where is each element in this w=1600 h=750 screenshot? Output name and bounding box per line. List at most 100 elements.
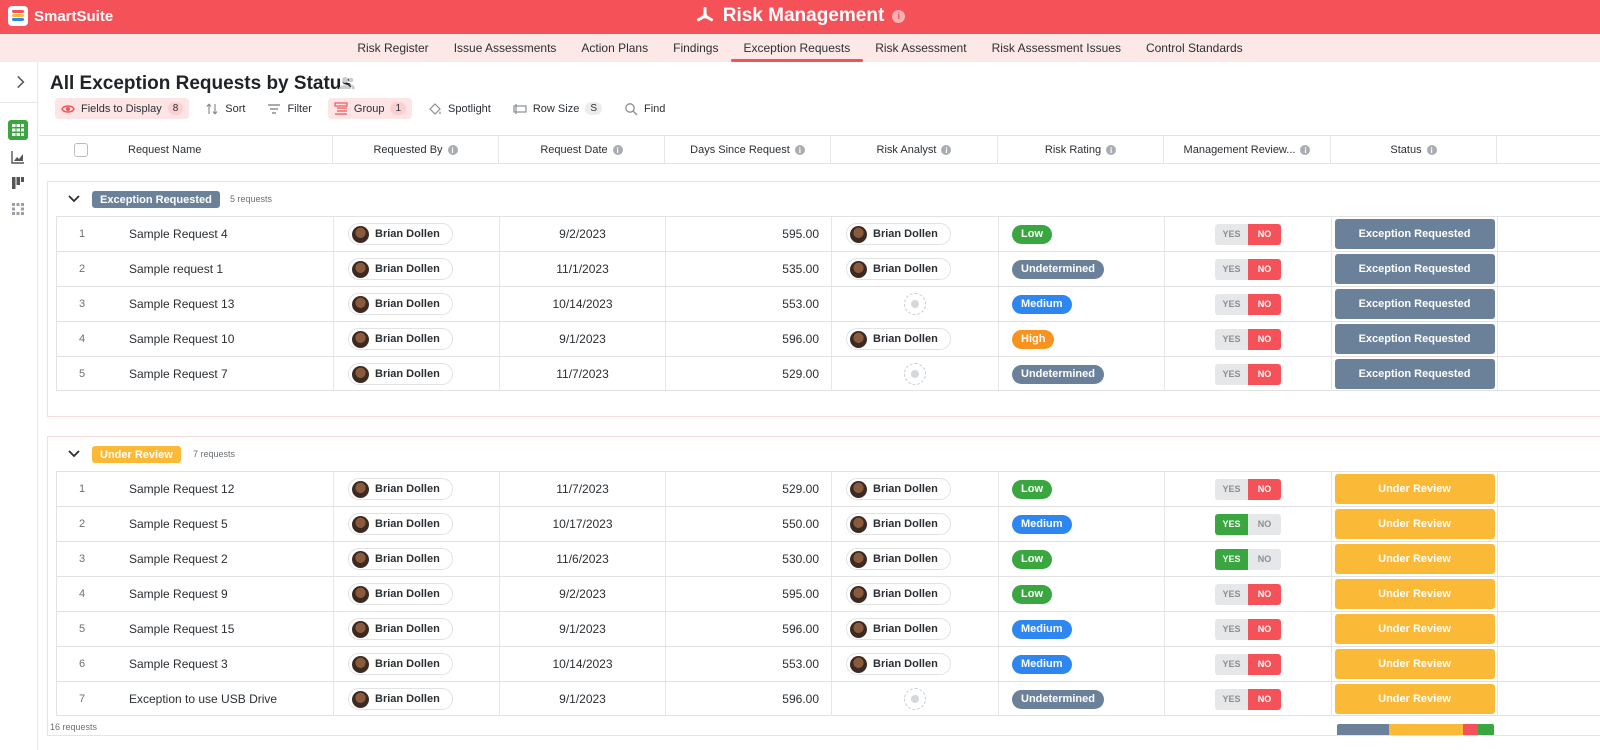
info-icon[interactable]: i [447, 145, 458, 155]
user-chip[interactable]: Brian Dollen [846, 478, 951, 500]
table-row[interactable]: 6 Sample Request 3 Brian Dollen 10/14/2023 5… [56, 646, 1600, 681]
table-row[interactable]: 2 Sample Request 5 Brian Dollen 10/17/2023 5… [56, 506, 1600, 541]
brand[interactable]: SmartSuite [8, 6, 113, 26]
yes-no-toggle[interactable]: YES NO [1215, 583, 1281, 605]
nav-tab-risk-assessment-issues[interactable]: Risk Assessment Issues [991, 41, 1121, 55]
risk-rating-cell[interactable]: Low [999, 472, 1165, 506]
days-since-request-cell[interactable]: 596.00 [666, 322, 832, 356]
sort-button[interactable]: Sort [199, 98, 251, 119]
no-option[interactable]: NO [1248, 293, 1281, 315]
request-name-cell[interactable]: Sample Request 10 [107, 322, 334, 356]
request-name-cell[interactable]: Sample Request 3 [107, 647, 334, 681]
yes-option[interactable]: YES [1215, 328, 1248, 350]
status-cell[interactable]: Under Review [1332, 472, 1498, 506]
column-header-risk-rating[interactable]: Risk Rating i [998, 136, 1164, 164]
user-chip[interactable]: Brian Dollen [348, 328, 453, 350]
days-since-request-cell[interactable]: 530.00 [666, 542, 832, 576]
user-chip[interactable]: Brian Dollen [348, 223, 453, 245]
request-date-cell[interactable]: 11/7/2023 [500, 472, 666, 506]
user-chip[interactable]: Brian Dollen [846, 513, 951, 535]
table-row[interactable]: 7 Exception to use USB Drive Brian Dollen 9… [56, 681, 1600, 716]
request-date-cell[interactable]: 9/2/2023 [500, 217, 666, 251]
request-date-cell[interactable]: 10/17/2023 [500, 507, 666, 541]
user-chip[interactable]: Brian Dollen [348, 618, 453, 640]
days-since-request-cell[interactable]: 553.00 [666, 287, 832, 321]
yes-option[interactable]: YES [1215, 293, 1248, 315]
yes-no-toggle[interactable]: YES NO [1215, 328, 1281, 350]
nav-tab-exception-requests[interactable]: Exception Requests [730, 34, 863, 62]
risk-analyst-cell[interactable]: Brian Dollen [832, 612, 999, 646]
request-date-cell[interactable]: 11/6/2023 [500, 542, 666, 576]
risk-analyst-cell[interactable]: Brian Dollen [832, 577, 999, 611]
no-option[interactable]: NO [1248, 548, 1281, 570]
status-badge[interactable]: Under Review [1334, 474, 1495, 504]
status-cell[interactable]: Under Review [1332, 542, 1498, 576]
requested-by-cell[interactable]: Brian Dollen [334, 542, 500, 576]
risk-rating-cell[interactable]: Undetermined [999, 252, 1165, 286]
risk-analyst-cell[interactable]: Brian Dollen [832, 647, 999, 681]
user-chip[interactable]: Brian Dollen [846, 653, 951, 675]
status-badge[interactable]: Under Review [1334, 614, 1495, 644]
nav-tab-risk-register[interactable]: Risk Register [357, 41, 429, 55]
yes-no-toggle[interactable]: YES NO [1215, 513, 1281, 535]
requested-by-cell[interactable]: Brian Dollen [334, 647, 500, 681]
info-icon[interactable]: i [1426, 145, 1437, 155]
request-name-cell[interactable]: Sample Request 5 [107, 507, 334, 541]
risk-analyst-cell[interactable]: Brian Dollen [832, 217, 999, 251]
request-date-cell[interactable]: 9/1/2023 [500, 322, 666, 356]
request-name-cell[interactable]: Exception to use USB Drive [107, 682, 334, 716]
yes-no-toggle[interactable]: YES NO [1215, 478, 1281, 500]
status-badge[interactable]: Under Review [1334, 544, 1495, 574]
status-badge[interactable]: Under Review [1334, 579, 1495, 609]
status-badge[interactable]: Exception Requested [1334, 289, 1495, 319]
yes-no-toggle[interactable]: YES NO [1215, 548, 1281, 570]
management-review-cell[interactable]: YES NO [1165, 472, 1332, 506]
no-option[interactable]: NO [1248, 258, 1281, 280]
days-since-request-cell[interactable]: 550.00 [666, 507, 832, 541]
no-option[interactable]: NO [1248, 478, 1281, 500]
yes-option[interactable]: YES [1215, 688, 1248, 710]
user-chip[interactable]: Brian Dollen [348, 688, 453, 710]
status-badge[interactable]: Exception Requested [1334, 324, 1495, 354]
days-since-request-cell[interactable]: 553.00 [666, 647, 832, 681]
risk-analyst-cell[interactable]: Brian Dollen [832, 507, 999, 541]
table-row[interactable]: 3 Sample Request 13 Brian Dollen 10/14/2023… [56, 286, 1600, 321]
info-icon[interactable]: i [941, 145, 952, 155]
info-icon[interactable]: i [1106, 145, 1117, 155]
column-header-requested-by[interactable]: Requested By i [333, 136, 499, 164]
group-label-badge[interactable]: Under Review [92, 446, 181, 463]
yes-option[interactable]: YES [1215, 618, 1248, 640]
request-date-cell[interactable]: 9/2/2023 [500, 577, 666, 611]
chevron-right-icon[interactable] [11, 73, 29, 91]
status-badge[interactable]: Exception Requested [1334, 219, 1495, 249]
select-all-checkbox[interactable] [74, 143, 88, 157]
yes-no-toggle[interactable]: YES NO [1215, 223, 1281, 245]
yes-no-toggle[interactable]: YES NO [1215, 688, 1281, 710]
user-chip[interactable]: Brian Dollen [348, 583, 453, 605]
user-chip[interactable]: Brian Dollen [846, 548, 951, 570]
nav-tab-risk-assessment[interactable]: Risk Assessment [875, 41, 967, 55]
table-row[interactable]: 4 Sample Request 9 Brian Dollen 9/2/2023 595… [56, 576, 1600, 611]
empty-user-icon[interactable] [904, 688, 926, 710]
days-since-request-cell[interactable]: 529.00 [666, 357, 832, 391]
user-chip[interactable]: Brian Dollen [348, 548, 453, 570]
yes-option[interactable]: YES [1215, 478, 1248, 500]
nav-tab-control-standards[interactable]: Control Standards [1145, 41, 1243, 55]
risk-analyst-cell[interactable] [832, 287, 999, 321]
user-chip[interactable]: Brian Dollen [846, 258, 951, 280]
user-chip[interactable]: Brian Dollen [846, 328, 951, 350]
request-name-cell[interactable]: Sample Request 9 [107, 577, 334, 611]
no-option[interactable]: NO [1248, 328, 1281, 350]
requested-by-cell[interactable]: Brian Dollen [334, 472, 500, 506]
risk-analyst-cell[interactable]: Brian Dollen [832, 252, 999, 286]
user-chip[interactable]: Brian Dollen [348, 363, 453, 385]
requested-by-cell[interactable]: Brian Dollen [334, 507, 500, 541]
risk-analyst-cell[interactable] [832, 682, 999, 716]
request-date-cell[interactable]: 10/14/2023 [500, 647, 666, 681]
request-name-cell[interactable]: Sample Request 2 [107, 542, 334, 576]
status-badge[interactable]: Exception Requested [1334, 254, 1495, 284]
request-name-cell[interactable]: Sample Request 12 [107, 472, 334, 506]
risk-rating-cell[interactable]: Low [999, 542, 1165, 576]
status-cell[interactable]: Under Review [1332, 682, 1498, 716]
request-date-cell[interactable]: 9/1/2023 [500, 612, 666, 646]
